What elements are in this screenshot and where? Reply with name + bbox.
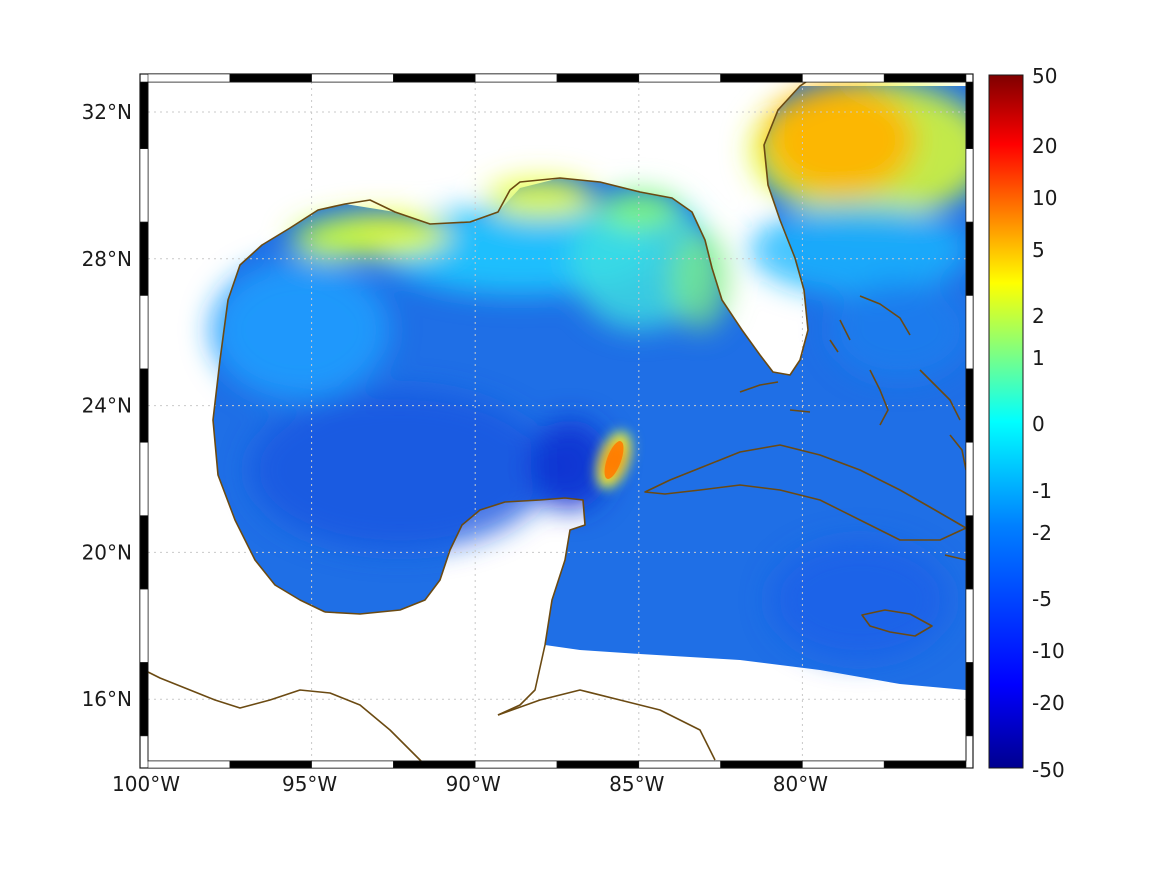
colorbar-tick-label: 2 xyxy=(1032,304,1045,328)
coastline-bahamas xyxy=(829,295,961,426)
colorbar-tick-label: 0 xyxy=(1032,412,1045,436)
lat-tick-label: 16°N xyxy=(82,687,132,711)
colorbar-tick-label: -5 xyxy=(1032,587,1052,611)
frame-segment xyxy=(720,760,803,769)
frame-segment xyxy=(965,515,974,590)
lat-tick-label: 24°N xyxy=(82,394,132,418)
longitude-labels: 100°W 95°W 90°W 85°W 80°W xyxy=(112,772,828,796)
latitude-labels: 32°N 28°N 24°N 20°N 16°N xyxy=(82,100,132,711)
frame-segment xyxy=(883,73,967,83)
frame-segment xyxy=(139,368,149,443)
colorbar-ramp xyxy=(988,74,1024,769)
lon-tick-label: 80°W xyxy=(773,772,828,796)
colorbar-tick-label: 50 xyxy=(1032,64,1057,88)
frame-segment xyxy=(474,73,558,83)
lon-tick-label: 90°W xyxy=(446,772,501,796)
frame-segment xyxy=(393,760,476,769)
frame-segment xyxy=(139,441,149,516)
frame-segment xyxy=(311,760,394,769)
frame-segment xyxy=(474,760,558,769)
frame-segment xyxy=(965,221,974,296)
colorbar-tick-label: -2 xyxy=(1032,521,1052,545)
frame-segment xyxy=(311,73,394,83)
frame-segment xyxy=(965,588,974,663)
frame-segment xyxy=(638,760,721,769)
frame-segment xyxy=(965,368,974,443)
frame-segment xyxy=(965,295,974,370)
frame-segment xyxy=(147,73,231,83)
colorbar-tick-label: -10 xyxy=(1032,639,1065,663)
coastline-central-america xyxy=(497,689,716,761)
sea-level-field xyxy=(210,82,966,690)
coastline-gulf xyxy=(139,77,813,766)
coastline-hispaniola xyxy=(944,434,967,561)
frame-segment xyxy=(556,73,640,83)
frame-segment xyxy=(139,221,149,296)
frame-segment xyxy=(139,81,149,149)
lat-tick-label: 32°N xyxy=(82,100,132,124)
frame-segment xyxy=(638,73,721,83)
frame-segment xyxy=(139,295,149,370)
frame-segment xyxy=(802,73,885,83)
frame-segment xyxy=(965,81,974,149)
frame-segment xyxy=(139,662,149,737)
frame-segment xyxy=(802,760,885,769)
colorbar-tick-label: 10 xyxy=(1032,186,1057,210)
coastline-yucatan xyxy=(324,497,586,716)
frame-segment xyxy=(139,515,149,590)
frame-segment xyxy=(229,73,312,83)
lat-tick-label: 28°N xyxy=(82,247,132,271)
colorbar-tick-label: 20 xyxy=(1032,134,1057,158)
lon-tick-label: 95°W xyxy=(282,772,337,796)
frame-segment xyxy=(965,148,974,223)
frame-segment xyxy=(965,441,974,516)
map-frame xyxy=(139,73,974,769)
frame-segment xyxy=(393,73,476,83)
frame-segment xyxy=(139,148,149,223)
colorbar-tick-label: 1 xyxy=(1032,346,1045,370)
colorbar-tick-label: -1 xyxy=(1032,479,1052,503)
colorbar-tick-label: 5 xyxy=(1032,238,1045,262)
frame-segment xyxy=(720,73,803,83)
coastline-jamaica xyxy=(861,609,933,637)
frame-segment xyxy=(556,760,640,769)
frame-segment xyxy=(965,662,974,737)
frame-segment xyxy=(229,760,312,769)
map-grid xyxy=(148,82,966,761)
lat-tick-label: 20°N xyxy=(82,540,132,564)
lon-tick-label: 85°W xyxy=(609,772,664,796)
lon-tick-label: 100°W xyxy=(112,772,180,796)
colorbar-tick-label: -20 xyxy=(1032,691,1065,715)
frame-segment xyxy=(883,760,967,769)
coastline-florida-keys xyxy=(739,381,811,413)
frame-segment xyxy=(147,760,231,769)
colorbar-tick-label: -50 xyxy=(1032,758,1065,782)
frame-segment xyxy=(139,588,149,663)
